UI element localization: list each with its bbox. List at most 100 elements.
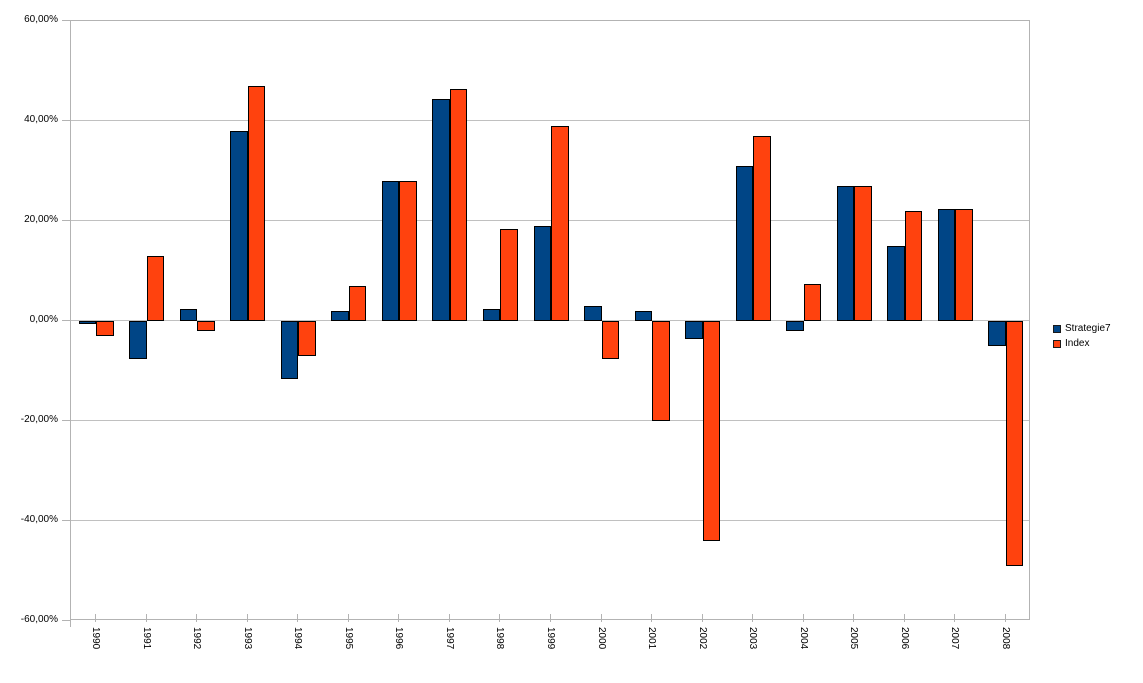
bar-index-2006 [904,211,923,321]
bar-strategie7-2006 [887,246,905,321]
bar-strategie7-1993 [230,131,248,321]
bar-strategie7-2001 [634,311,653,321]
x-axis-tick-label: 2004 [797,627,809,650]
bar-index-1999 [551,126,569,321]
y-axis-tick-label: -40,00% [20,514,58,525]
y-axis-tick [62,320,70,321]
bar-strategie7-1999 [533,226,551,321]
x-axis-tick [196,614,198,622]
x-axis-tick [448,614,450,622]
bar-strategie7-2002 [685,321,703,339]
x-axis-tick [499,614,501,622]
x-axis-tick [145,614,147,622]
y-axis-tick-label: -60,00% [20,614,58,625]
x-axis-tick [903,614,905,622]
bar-strategie7-2003 [735,166,754,321]
bar-index-1991 [146,256,165,321]
bar-index-2002 [702,321,721,541]
x-axis-tick-label: 2007 [949,627,961,650]
bar-index-1997 [449,88,468,321]
x-axis-tick-label: 1993 [241,627,253,650]
x-axis-tick [550,614,551,622]
x-axis-tick [752,614,754,622]
x-axis-tick-label: 1990 [90,627,102,650]
x-axis-tick [347,614,349,622]
bar-index-2004 [803,283,822,321]
x-axis-tick-label: 1997 [443,627,455,650]
bar-index-1992 [197,321,215,331]
x-axis-tick-label: 1995 [342,627,354,650]
legend-swatch-strategie7-icon [1053,325,1061,333]
legend-item-index: Index [1053,339,1111,349]
x-axis-tick [246,614,248,622]
y-axis-tick-label: 20,00% [24,214,58,225]
y-axis-tick-label: 0,00% [29,314,58,325]
x-axis-tick [954,614,956,622]
bar-index-1994 [298,321,316,356]
x-axis-tick [1004,614,1006,622]
x-axis-tick [853,614,855,622]
grid-line--20 [71,420,1029,421]
bar-index-2000 [601,321,620,359]
bar-index-2008 [1005,321,1024,566]
bar-strategie7-1998 [482,308,501,321]
bar-strategie7-1990 [78,321,97,324]
bar-strategie7-1997 [432,98,450,321]
x-axis-tick-label: 1996 [393,627,405,650]
bar-strategie7-1992 [179,308,198,321]
bar-strategie7-1991 [129,321,147,359]
bar-strategie7-1996 [381,181,400,321]
bar-index-2003 [753,136,771,321]
x-axis-tick [297,614,299,622]
x-axis-tick [651,614,653,622]
bar-index-1995 [348,286,367,321]
bar-strategie7-1995 [331,311,349,321]
legend-label-strategie7: Strategie7 [1065,323,1111,334]
bar-index-1990 [96,321,114,336]
x-axis-tick-label: 2001 [646,627,658,650]
x-axis-tick-label: 2002 [696,627,708,650]
x-axis-tick-label: 2005 [848,627,860,650]
bar-strategie7-2004 [786,321,804,331]
x-axis-tick-label: 1991 [140,627,152,650]
x-axis-tick-label: 1999 [545,627,556,650]
legend-item-strategie7: Strategie7 [1053,324,1111,334]
x-axis-tick [398,614,400,622]
bar-strategie7-2005 [836,186,855,321]
x-axis-tick-label: 1994 [292,627,304,650]
x-axis-tick [600,614,602,622]
y-axis-tick-label: 40,00% [24,114,58,125]
x-axis-tick-label: 1992 [191,627,203,650]
bar-index-1996 [399,181,417,321]
bar-strategie7-2000 [584,306,602,321]
y-axis-tick [62,120,70,121]
bar-index-1993 [247,86,266,321]
x-axis-tick [802,614,804,622]
x-axis-tick [95,614,97,622]
y-axis-tick [62,620,70,621]
legend-label-index: Index [1065,338,1090,349]
y-axis-tick-label: 60,00% [24,14,58,25]
legend-swatch-index-icon [1053,340,1061,348]
y-axis-tick [62,520,70,521]
bar-index-2001 [652,321,670,421]
x-axis-tick [701,614,703,622]
x-axis-tick-label: 2006 [898,627,910,650]
chart-legend: Strategie7 Index [1053,324,1111,354]
bar-index-2007 [955,208,973,321]
y-axis-tick [62,420,70,421]
bar-strategie7-2008 [988,321,1006,346]
bar-strategie7-1994 [280,321,299,379]
grid-line--40 [71,520,1029,521]
y-axis-tick [62,20,70,21]
x-axis-tick-label: 2003 [747,627,759,650]
grid-line-20 [71,220,1029,221]
plot-area [70,20,1030,620]
bar-strategie7-2007 [937,208,956,321]
grid-line-40 [71,120,1029,121]
x-axis-tick-label: 1998 [494,627,506,650]
x-axis-tick-label: 2008 [999,627,1011,650]
bar-index-2005 [854,186,872,321]
y-axis-end-tick [70,620,71,627]
bar-index-1998 [500,228,518,321]
